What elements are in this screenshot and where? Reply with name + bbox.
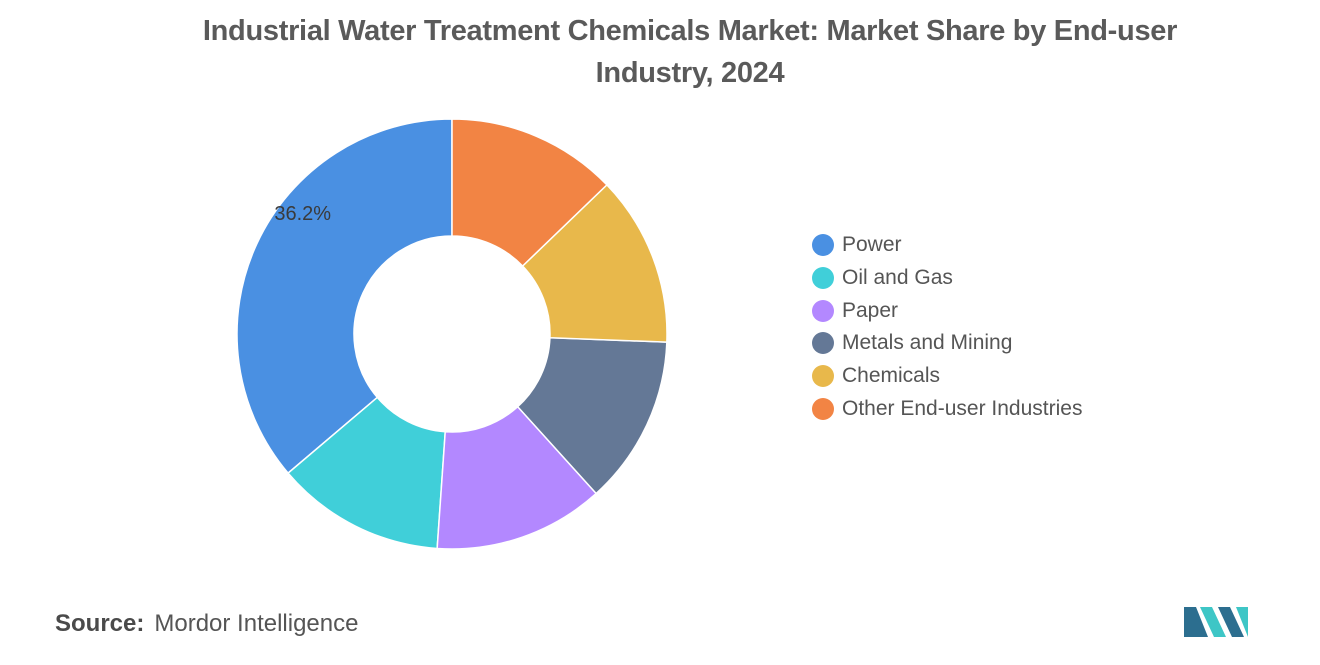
- legend-item-paper: Paper: [812, 294, 1082, 327]
- legend-item-metals-and-mining: Metals and Mining: [812, 327, 1082, 360]
- source-note: Source: Mordor Intelligence: [55, 610, 358, 638]
- source-text: Mordor Intelligence: [154, 610, 359, 637]
- legend-swatch: [812, 365, 834, 388]
- donut-slice-chemicals: [521, 183, 668, 343]
- legend-label: Paper: [842, 298, 899, 322]
- legend-label: Other End-user Industries: [842, 396, 1083, 420]
- donut-slice-other-end-user-industries: [451, 118, 608, 268]
- donut-slice-power: [236, 118, 453, 475]
- donut-slice-oil-and-gas: [287, 396, 447, 550]
- legend-swatch: [812, 234, 834, 257]
- legend-label: Power: [842, 233, 902, 257]
- donut-slice-labels: 36.2%: [274, 203, 331, 225]
- legend-label: Oil and Gas: [842, 266, 953, 290]
- chart-title: Industrial Water Treatment Chemicals Mar…: [202, 15, 1178, 89]
- legend-swatch: [812, 267, 834, 290]
- donut-slice-metals-and-mining: [516, 336, 668, 495]
- mordor-intelligence-logo-icon: [1184, 607, 1248, 637]
- legend-label: Metals and Mining: [842, 331, 1013, 355]
- legend-item-oil-and-gas: Oil and Gas: [812, 262, 1082, 295]
- legend-item-other-end-user-industries: Other End-user Industries: [812, 392, 1082, 425]
- slice-value-label: 36.2%: [274, 203, 331, 225]
- chart-legend: Power Oil and Gas Paper Metals and Mining Ch…: [812, 229, 1082, 425]
- legend-swatch: [812, 299, 834, 322]
- legend-item-power: Power: [812, 229, 1082, 262]
- legend-label: Chemicals: [842, 364, 941, 388]
- source-label: Source:: [55, 610, 145, 637]
- donut-slices: [236, 118, 668, 550]
- legend-swatch: [812, 332, 834, 355]
- legend-swatch: [812, 397, 834, 420]
- donut-slice-paper: [436, 405, 598, 550]
- legend-item-chemicals: Chemicals: [812, 360, 1082, 393]
